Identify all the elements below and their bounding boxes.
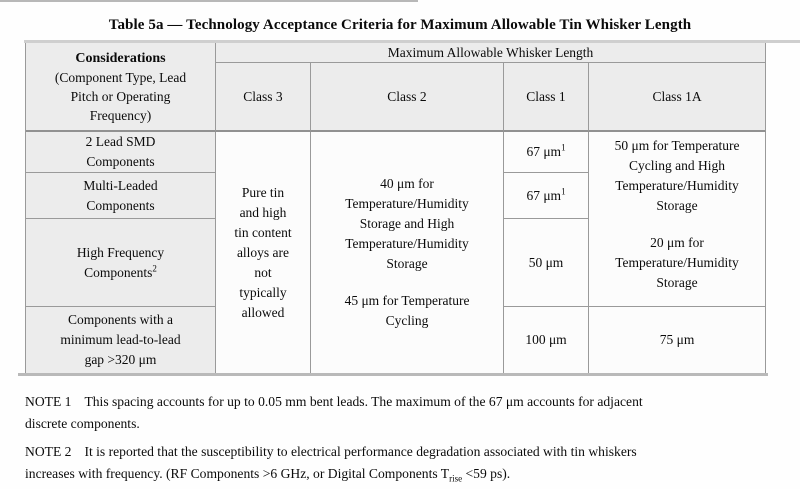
class1-cell-high-frequency: 50 μm xyxy=(504,219,589,307)
class1a-cell-min-lead-gap: 75 μm xyxy=(589,307,767,374)
class1-column-header: Class 1 xyxy=(504,63,589,132)
class2-paragraph-1: 40 μm for Temperature/Humidity Storage a… xyxy=(345,176,469,271)
note-2: NOTE 2 It is reported that the susceptibi… xyxy=(25,441,767,484)
note-1: NOTE 1 This spacing accounts for up to 0.… xyxy=(25,391,767,434)
considerations-title: Considerations xyxy=(75,50,166,66)
considerations-header-cell: Considerations (Component Type, Lead Pit… xyxy=(26,43,216,132)
note2-text: It is reported that the susceptibility t… xyxy=(25,444,637,481)
class3-column-header: Class 3 xyxy=(216,63,311,132)
note1-text: This spacing accounts for up to 0.05 mm … xyxy=(25,394,643,431)
group-header-cell: Maximum Allowable Whisker Length xyxy=(216,43,767,63)
row-label-2-lead-smd: 2 Lead SMD Components xyxy=(26,132,216,173)
class2-paragraph-2: 45 μm for Temperature Cycling xyxy=(344,293,470,328)
note2-label: NOTE 2 xyxy=(25,444,72,459)
row-label-high-frequency: High Frequency Components2 xyxy=(26,219,216,307)
acceptance-criteria-table: Considerations (Component Type, Lead Pit… xyxy=(25,43,767,374)
row-label-min-lead-gap: Components with a minimum lead-to-lead g… xyxy=(26,307,216,374)
class1-cell-min-lead-gap: 100 μm xyxy=(504,307,589,374)
note2-rise-subscript: rise xyxy=(449,473,463,484)
note2-text-end: <59 ps). xyxy=(462,465,511,481)
row-label-multi-leaded: Multi-Leaded Components xyxy=(26,173,216,219)
footnote-marker-2: 2 xyxy=(152,263,157,273)
class1-cell-multi-leaded: 67 μm1 xyxy=(504,173,589,219)
footnote-marker-1: 1 xyxy=(561,186,566,196)
class2-merged-cell: 40 μm for Temperature/Humidity Storage a… xyxy=(311,132,504,374)
class3-merged-cell: Pure tin and high tin content alloys are… xyxy=(216,132,311,374)
high-frequency-label-text: High Frequency Components xyxy=(76,244,165,280)
table-bottom-rule xyxy=(18,373,768,376)
considerations-subtitle: (Component Type, Lead Pitch or Operating… xyxy=(54,69,187,123)
note1-label: NOTE 1 xyxy=(25,394,72,409)
scan-artifact-line xyxy=(0,0,418,2)
class1a-column-header: Class 1A xyxy=(589,63,767,132)
table-top-rule xyxy=(24,40,800,43)
class1a-cell-high-frequency: 20 μm for Temperature/Humidity Storage xyxy=(589,219,767,307)
class1-value-r2: 67 μm xyxy=(526,187,562,203)
footnote-marker-1: 1 xyxy=(561,142,566,153)
class2-column-header: Class 2 xyxy=(311,63,504,132)
class1a-upper-cell: 50 μm for Temperature Cycling and High T… xyxy=(589,132,767,219)
class1-cell-2-lead-smd: 67 μm1 xyxy=(504,132,589,173)
table-caption: Table 5a — Technology Acceptance Criteri… xyxy=(108,17,692,33)
class1-value-r1: 67 μm xyxy=(526,144,562,159)
